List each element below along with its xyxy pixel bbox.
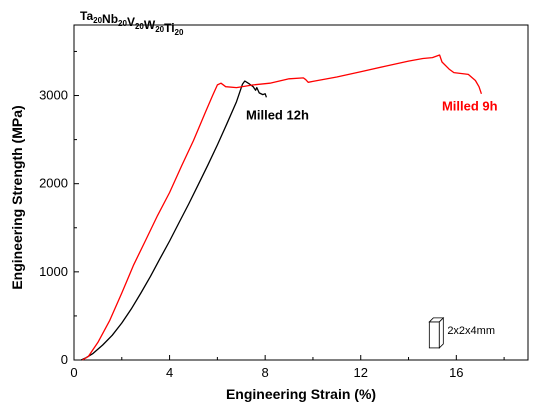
chart-title: Ta20Nb20V20W20Ti20 [80, 9, 184, 37]
axis-ticks [73, 50, 505, 361]
plot-frame [73, 24, 529, 361]
y-axis-title: Engineering Strength (MPa) [9, 105, 25, 289]
series-group [80, 54, 483, 361]
chart-title-text: Ta20Nb20V20W20Ti20 [80, 9, 184, 37]
series-label-milled-12h: Milled 12h [246, 107, 309, 122]
y-tick-label: 3000 [39, 88, 68, 103]
x-tick-label: 12 [354, 365, 368, 380]
specimen-size-label: 2x2x4mm [447, 325, 495, 337]
series-label-milled-9h: Milled 9h [442, 99, 498, 114]
series-line-0 [80, 80, 268, 361]
x-axis-title: Engineering Strain (%) [226, 386, 376, 402]
x-tick-label: 8 [262, 365, 269, 380]
y-tick-label: 2000 [39, 176, 68, 191]
series-line-1 [82, 54, 483, 361]
rectangular-prism-specimen-icon [428, 316, 445, 349]
y-tick-label: 0 [61, 352, 68, 367]
y-tick-label: 1000 [39, 264, 68, 279]
axis-tick-labels: 0 4 8 12 16 0 1000 2000 3000 [39, 88, 463, 380]
x-tick-label: 0 [70, 365, 77, 380]
x-tick-label: 16 [449, 365, 463, 380]
x-tick-label: 4 [166, 365, 173, 380]
